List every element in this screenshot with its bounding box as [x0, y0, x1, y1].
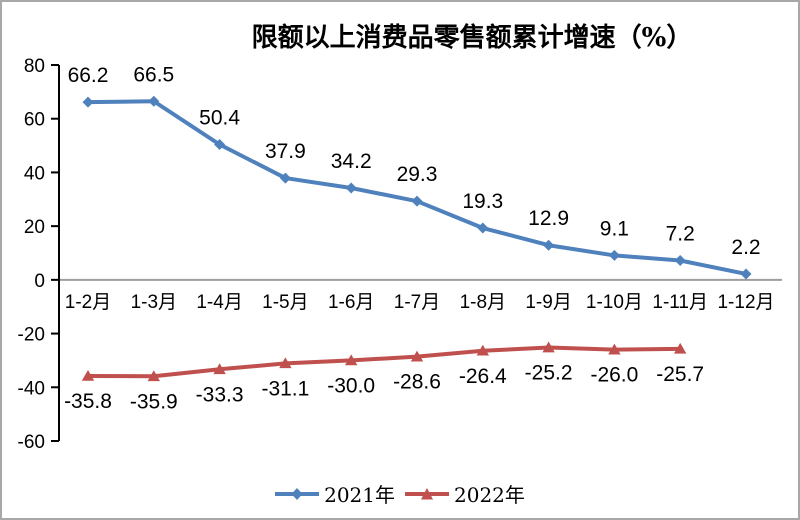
marker-diamond-icon	[608, 249, 620, 261]
legend-line-triangle-icon	[405, 487, 449, 499]
marker-diamond-icon	[345, 182, 357, 194]
data-label: 2.2	[731, 236, 760, 259]
x-category-label: 1-10月	[586, 292, 643, 313]
data-label: -35.9	[130, 390, 178, 413]
marker-triangle-icon	[476, 344, 489, 356]
marker-diamond-icon	[740, 268, 752, 280]
legend-label-2022: 2022年	[454, 483, 525, 507]
x-category-label: 1-2月	[65, 292, 111, 313]
x-category-label: 1-4月	[196, 292, 242, 313]
marker-diamond-icon	[543, 239, 555, 251]
marker-diamond-icon	[214, 138, 226, 150]
marker-diamond-icon	[411, 195, 423, 207]
y-tick-label: -20	[18, 325, 45, 346]
x-category-label: 1-8月	[460, 292, 506, 313]
y-tick-label: -40	[18, 378, 45, 399]
marker-triangle-icon	[345, 354, 358, 366]
legend-item-2022: 2022年	[405, 479, 525, 508]
data-label: -30.0	[327, 374, 375, 397]
x-category-label: 1-3月	[131, 292, 177, 313]
data-label: -35.8	[64, 390, 112, 413]
data-label: 66.5	[133, 63, 174, 86]
data-label: -28.6	[393, 371, 441, 394]
marker-diamond-icon	[279, 172, 291, 184]
y-tick-label: 80	[24, 56, 45, 77]
data-label: 34.2	[331, 150, 372, 173]
x-category-label: 1-7月	[394, 292, 440, 313]
marker-diamond-icon	[82, 96, 94, 108]
x-category-label: 1-9月	[525, 292, 571, 313]
marker-diamond-icon	[674, 255, 686, 267]
data-label: 12.9	[528, 207, 569, 230]
y-tick-label: 40	[24, 163, 45, 184]
marker-diamond-icon	[477, 222, 489, 234]
marker-triangle-icon	[608, 343, 621, 355]
x-category-label: 1-6月	[328, 292, 374, 313]
data-label: 50.4	[199, 106, 240, 129]
marker-triangle-icon	[81, 370, 95, 381]
series-line-2022年	[86, 345, 683, 379]
data-label: 37.9	[265, 140, 306, 163]
data-label: -33.3	[196, 383, 244, 406]
data-label: -26.4	[459, 365, 507, 388]
y-tick-label: -60	[18, 432, 45, 453]
data-label: -25.7	[656, 363, 704, 386]
marker-diamond-icon	[148, 95, 160, 107]
x-category-label: 1-11月	[652, 292, 708, 313]
x-category-label: 1-5月	[262, 292, 308, 313]
data-label: -26.0	[590, 364, 638, 387]
data-label: 19.3	[462, 190, 503, 213]
legend-item-2021: 2021年	[275, 479, 395, 508]
chart-title: 限额以上消费品零售额累计增速（%）	[251, 23, 693, 53]
marker-triangle-icon	[410, 350, 424, 362]
y-tick-label: 20	[24, 217, 45, 238]
y-tick-label: 0	[34, 271, 45, 292]
marker-triangle-icon	[542, 341, 555, 353]
marker-triangle-icon	[213, 363, 226, 375]
data-label: 29.3	[397, 163, 438, 186]
data-label: -31.1	[261, 377, 309, 400]
data-label: -25.2	[525, 362, 573, 385]
marker-triangle-icon	[279, 357, 292, 369]
legend-label-2021: 2021年	[324, 483, 395, 507]
data-label: 7.2	[666, 223, 695, 246]
data-label: 66.2	[68, 64, 109, 87]
legend: 2021年 2022年	[2, 479, 798, 508]
series-line-2021年	[86, 99, 748, 276]
marker-triangle-icon	[147, 370, 160, 382]
data-label: 9.1	[600, 217, 629, 240]
x-category-label: 1-12月	[717, 292, 774, 313]
marker-triangle-icon	[674, 342, 687, 354]
legend-line-diamond-icon	[275, 487, 320, 500]
y-tick-label: 60	[24, 110, 45, 131]
